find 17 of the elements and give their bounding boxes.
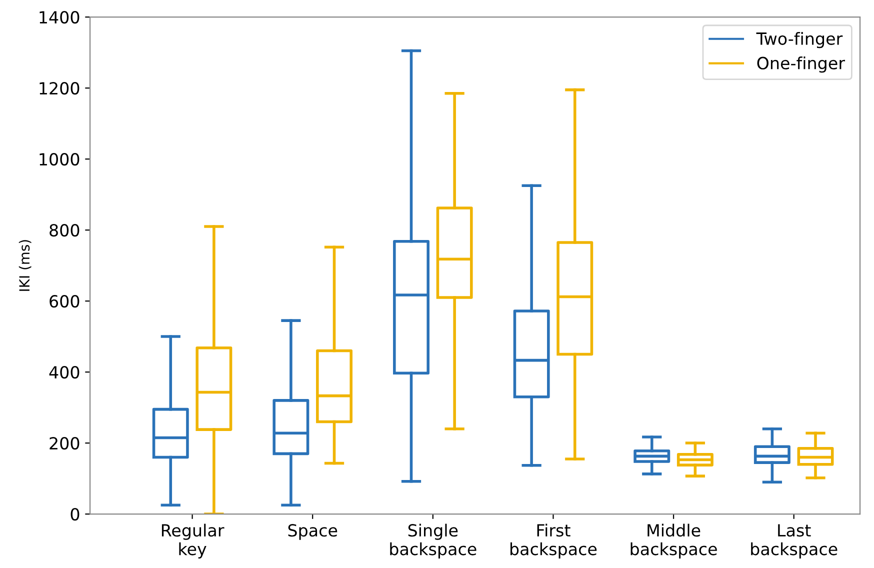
x-tick-label: First backspace (510, 524, 597, 559)
y-axis-title: IKI (ms) (18, 240, 32, 291)
y-tick-label: 1200 (40, 82, 80, 95)
y-tick-label: 0 (70, 508, 80, 521)
x-tick-label: Last backspace (751, 524, 838, 559)
y-tick-label: 1400 (40, 11, 80, 24)
legend-label: Two-finger (756, 32, 843, 48)
y-tick-label: 200 (50, 437, 80, 450)
x-tick-label: Single backspace (390, 524, 476, 559)
y-tick-label: 800 (50, 224, 80, 237)
x-tick-label: Space (288, 524, 338, 540)
y-tick-label: 1000 (40, 153, 80, 166)
y-tick-label: 600 (50, 295, 80, 308)
legend-label: One-finger (757, 56, 846, 73)
x-tick-label: Regular key (162, 524, 224, 559)
x-tick-label: Middle backspace (630, 524, 717, 559)
y-tick-label: 400 (49, 366, 80, 379)
